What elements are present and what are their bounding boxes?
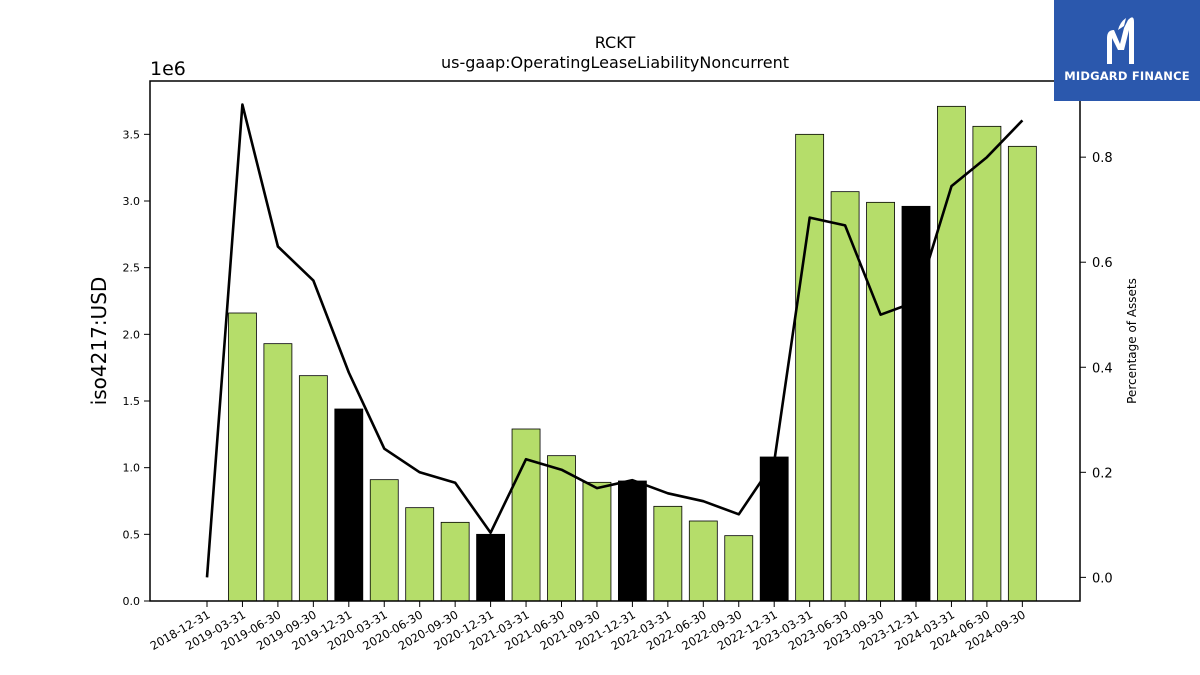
y2-tick-label: 0.2	[1092, 466, 1113, 481]
y-tick-label: 0.5	[123, 528, 141, 541]
bar-2024-09-30	[1007, 145, 1037, 602]
bar-2021-12-31	[618, 480, 647, 602]
midgard-finance-logo: MIDGARD FINANCE	[1054, 0, 1200, 101]
y2-tick-label: 0.4	[1092, 361, 1113, 376]
y-tick-label: 3.0	[123, 195, 141, 208]
y-axis-ticks: 0.0 0.5 1.0 1.5 2.0 2.5 3.0 3.5	[123, 128, 150, 608]
x-axis-ticks: 2018-12-312019-03-312019-06-302019-09-30…	[148, 601, 1028, 653]
y2-tick-label: 0.8	[1092, 151, 1113, 166]
bar-2022-06-30	[688, 520, 718, 602]
y-multiplier-label: 1e6	[150, 58, 186, 80]
bar-2021-06-30	[547, 455, 576, 602]
bar-2024-06-30	[972, 125, 1002, 602]
bar-2020-06-30	[405, 507, 435, 602]
bar-2019-09-30	[298, 375, 328, 602]
chart-title: RCKT	[595, 33, 636, 52]
bar-2020-12-31	[476, 533, 506, 602]
bar-2021-03-31	[511, 428, 541, 602]
logo-text: MIDGARD FINANCE	[1064, 69, 1190, 83]
line-layer	[205, 103, 1024, 578]
bar-2023-09-30	[866, 201, 895, 602]
bar-2022-09-30	[724, 535, 754, 602]
bar-2022-12-31	[759, 456, 789, 602]
y-tick-label: 2.0	[123, 328, 141, 341]
y2-tick-label: 0.0	[1092, 571, 1113, 586]
y-tick-label: 0.0	[123, 595, 141, 608]
bar-2023-03-31	[795, 133, 825, 602]
midgard-m-icon	[1107, 17, 1134, 64]
percentage-line	[205, 103, 1024, 578]
plot-frame	[149, 80, 1081, 602]
y2-tick-label: 0.6	[1092, 256, 1113, 271]
chart-subtitle: us-gaap:OperatingLeaseLiabilityNoncurren…	[441, 53, 789, 72]
bar-2019-12-31	[334, 408, 364, 602]
bar-2020-03-31	[369, 479, 399, 602]
bar-2024-03-31	[937, 105, 966, 602]
y2-axis-label: Percentage of Assets	[1125, 278, 1139, 404]
y-tick-label: 2.5	[123, 262, 141, 275]
bar-2019-06-30	[263, 343, 293, 602]
y-tick-label: 1.0	[123, 462, 141, 475]
y-tick-label: 1.5	[123, 395, 141, 408]
bar-2023-06-30	[830, 191, 860, 602]
y-axis-label: iso4217:USD	[87, 277, 111, 406]
bar-2022-03-31	[653, 505, 683, 602]
bar-2021-09-30	[582, 481, 612, 602]
y2-axis-ticks: 0.0 0.2 0.4 0.6 0.8	[1080, 151, 1113, 586]
bar-2020-09-30	[440, 521, 470, 602]
bars-layer	[228, 105, 1037, 602]
y-tick-label: 3.5	[123, 128, 141, 141]
bar-2019-03-31	[228, 312, 257, 602]
